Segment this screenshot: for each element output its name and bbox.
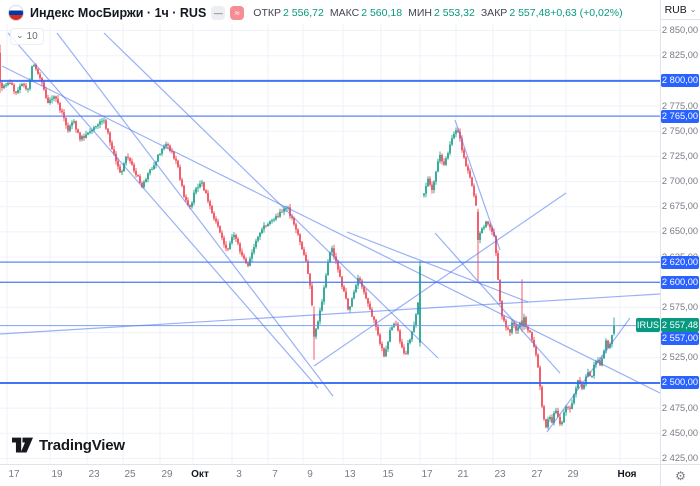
- price-change: +0,63 (+0,02%): [550, 7, 623, 19]
- trendline[interactable]: [1, 65, 661, 394]
- last-price-symbol-tag: IRUS: [636, 318, 660, 333]
- ohlc-label: МИН: [408, 7, 432, 19]
- time-axis-label: 25: [124, 469, 136, 480]
- ohlc-value: 2 560,18: [361, 7, 403, 19]
- ohlc-value: 2 553,32: [433, 7, 475, 19]
- trendline[interactable]: [0, 293, 661, 335]
- time-axis-label: 23: [494, 469, 506, 480]
- ohlc-value: 2 557,48: [509, 7, 551, 19]
- axis-settings-gear-icon[interactable]: ⚙: [675, 469, 686, 483]
- trendline[interactable]: [454, 119, 501, 251]
- trendline[interactable]: [546, 317, 631, 433]
- object-count: 10: [26, 31, 38, 42]
- price-axis-border: [660, 0, 661, 486]
- ohlc-pair: МАКС 2 560,18: [330, 7, 402, 19]
- market-status-chip-icon[interactable]: ≈: [230, 6, 245, 20]
- time-axis-label: 17: [8, 469, 20, 480]
- time-axis[interactable]: 17 19 23 25 29 Окт 3 7 9 13 15 17 21 23 27 29 Ноя: [0, 465, 660, 486]
- time-axis-label: 19: [51, 469, 63, 480]
- trendline[interactable]: [103, 32, 439, 359]
- trendline[interactable]: [7, 32, 319, 389]
- time-axis-label: 29: [567, 469, 579, 480]
- ohlc-label: ОТКР: [253, 7, 281, 19]
- time-axis-month-label: Окт: [191, 469, 209, 480]
- currency-selector-button[interactable]: RUB ⌄: [661, 0, 700, 20]
- time-axis-label: 3: [236, 469, 242, 480]
- time-axis-label: 27: [531, 469, 543, 480]
- tradingview-logo[interactable]: TradingView: [12, 437, 125, 454]
- price-axis-label: 2 775,00: [661, 100, 699, 111]
- trendline[interactable]: [346, 231, 529, 303]
- price-axis-label: 2 725,00: [661, 150, 699, 161]
- chevron-down-icon: ⌄: [689, 4, 697, 14]
- time-axis-label: 23: [88, 469, 100, 480]
- candlestick-series[interactable]: [0, 44, 615, 430]
- time-axis-label: 7: [272, 469, 278, 480]
- time-axis-label: 21: [457, 469, 469, 480]
- price-axis-label-highlighted: 2 600,00: [661, 275, 699, 289]
- ohlc-label: МАКС: [329, 7, 360, 19]
- trendline[interactable]: [313, 192, 567, 367]
- price-axis-label: 2 675,00: [661, 201, 699, 212]
- tradingview-logo-icon: [12, 437, 33, 453]
- time-axis-label: 15: [382, 469, 394, 480]
- price-axis-label: 2 750,00: [661, 125, 699, 136]
- time-axis-label: 17: [421, 469, 433, 480]
- chevron-down-icon: ⌄: [16, 30, 24, 40]
- price-axis-label-highlighted: 2 500,00: [661, 376, 699, 390]
- price-axis-label: 2 525,00: [661, 352, 699, 363]
- price-axis-label: 2 850,00: [661, 25, 699, 35]
- last-price-value-tag: 2 557,48: [661, 318, 699, 333]
- object-tree-collapse-button[interactable]: ⌄ 10: [10, 28, 44, 45]
- price-axis-label-highlighted: 2 765,00: [661, 109, 699, 123]
- price-axis-label: 2 650,00: [661, 226, 699, 237]
- ohlc-label: ЗАКР: [480, 7, 508, 19]
- price-axis-label: 2 700,00: [661, 176, 699, 187]
- time-axis-border: [0, 464, 700, 465]
- currency-label: RUB: [664, 3, 687, 16]
- time-axis-label: 9: [307, 469, 313, 480]
- price-axis-label-highlighted: 2 557,00: [661, 332, 699, 346]
- price-axis-label: 2 825,00: [661, 50, 699, 61]
- ohlc-value: 2 556,72: [282, 7, 324, 19]
- chart-header: Индекс МосБиржи · 1ч · RUS — ≈ ОТКР 2 556…: [8, 4, 623, 22]
- ohlc-pair: ОТКР 2 556,72: [253, 7, 324, 19]
- tradingview-logo-text: TradingView: [39, 437, 125, 454]
- ohlc-readout: ОТКР 2 556,72 МАКС 2 560,18 МИН 2 553,32 ЗАКР 2…: [253, 7, 550, 19]
- price-axis-label: 2 425,00: [661, 453, 699, 463]
- trendline[interactable]: [56, 32, 334, 397]
- time-axis-month-label: Ноя: [617, 469, 637, 480]
- time-axis-label: 13: [344, 469, 356, 480]
- trendline[interactable]: [434, 232, 561, 374]
- ohlc-pair: МИН 2 553,32: [408, 7, 475, 19]
- minimize-chip-icon[interactable]: —: [211, 6, 226, 20]
- price-axis-label: 2 575,00: [661, 301, 699, 312]
- price-axis-label: 2 475,00: [661, 402, 699, 413]
- time-axis-label: 29: [161, 469, 173, 480]
- price-axis-label: 2 450,00: [661, 427, 699, 438]
- ohlc-pair: ЗАКР 2 557,48: [481, 7, 550, 19]
- russia-flag-icon: [8, 5, 24, 21]
- price-axis-label-highlighted: 2 620,00: [661, 255, 699, 269]
- price-axis[interactable]: 2 850,00 2 825,00 2 800,00 2 775,00 2 765,00…: [660, 20, 700, 464]
- price-axis-label-highlighted: 2 800,00: [661, 74, 699, 88]
- symbol-title[interactable]: Индекс МосБиржи · 1ч · RUS: [30, 6, 207, 20]
